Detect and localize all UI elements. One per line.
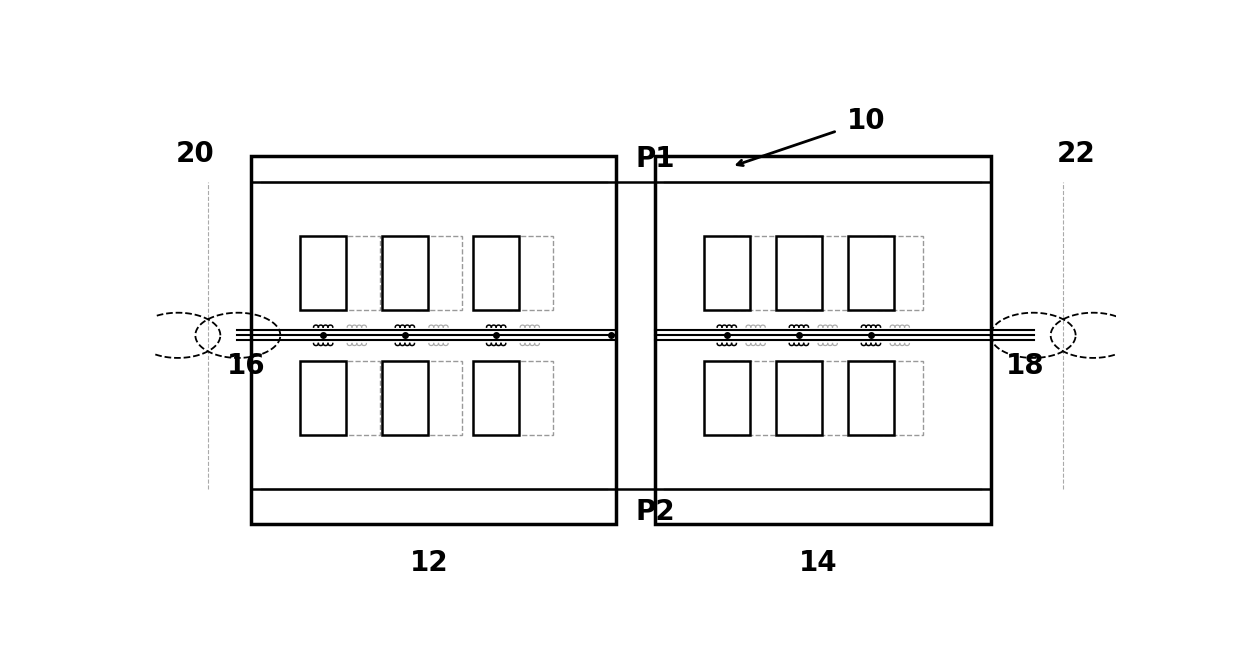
Bar (300, 361, 346, 435)
Bar (776, 236, 822, 309)
Bar (805, 361, 851, 435)
Bar (300, 236, 346, 309)
Bar (334, 361, 379, 435)
Bar (415, 361, 461, 435)
Bar (507, 361, 553, 435)
Bar (877, 361, 923, 435)
Bar (474, 236, 520, 309)
Bar (704, 236, 750, 309)
Bar (733, 361, 779, 435)
Bar (848, 361, 894, 435)
Text: P2: P2 (635, 498, 675, 526)
Bar (474, 361, 520, 435)
Bar (805, 236, 851, 309)
Text: 10: 10 (847, 107, 885, 135)
Text: 12: 12 (409, 549, 448, 577)
Bar (848, 236, 894, 309)
Bar (733, 236, 779, 309)
Bar (776, 361, 822, 435)
Bar (415, 236, 461, 309)
Text: 14: 14 (799, 549, 837, 577)
Text: 20: 20 (176, 140, 215, 168)
Bar (655, 156, 991, 525)
Text: P1: P1 (635, 145, 675, 173)
Bar (704, 361, 750, 435)
Bar (877, 236, 923, 309)
Text: 18: 18 (1006, 352, 1044, 380)
Text: 16: 16 (227, 352, 265, 380)
Text: 22: 22 (1056, 140, 1095, 168)
Bar (250, 156, 616, 525)
Bar (382, 236, 428, 309)
Bar (507, 236, 553, 309)
Bar (334, 236, 379, 309)
Bar (382, 361, 428, 435)
